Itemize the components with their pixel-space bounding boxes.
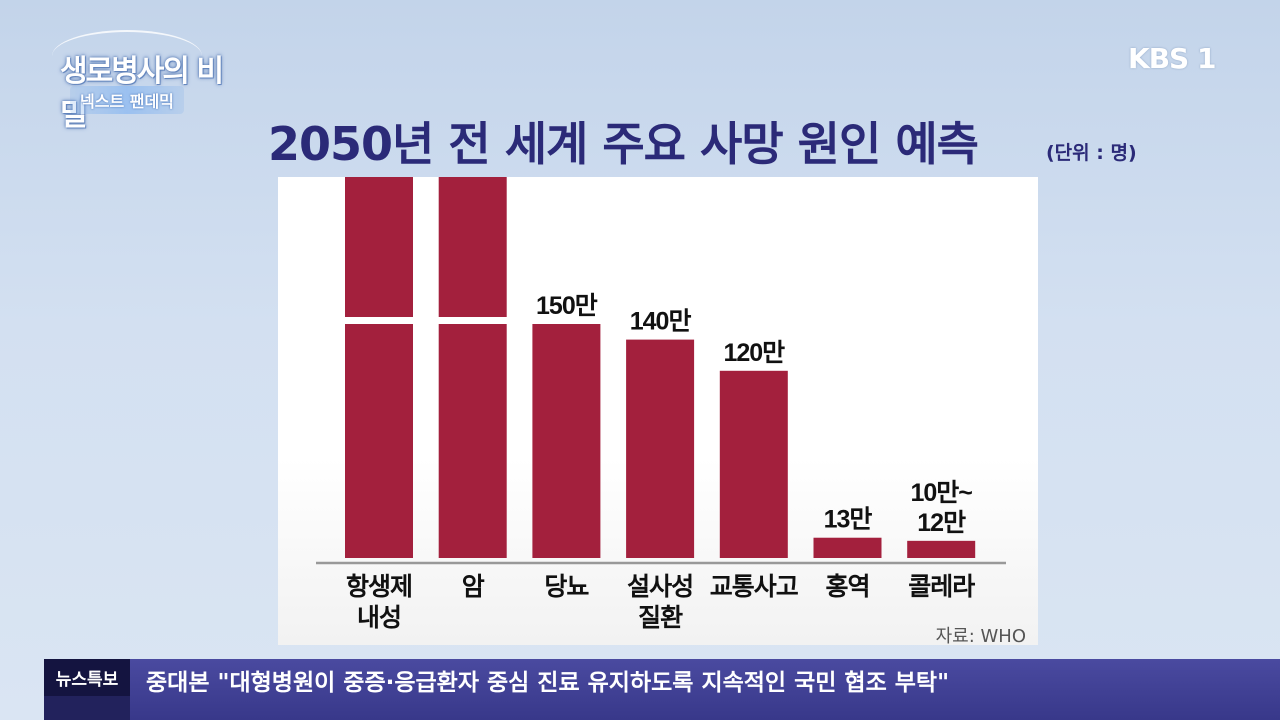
category-label: 항생제 내성 bbox=[346, 573, 412, 632]
logo-arc bbox=[52, 30, 202, 82]
category-label: 설사성 질환 bbox=[627, 573, 693, 632]
bar-upper-segment bbox=[345, 177, 413, 317]
news-ticker: 뉴스특보 중대본 "대형병원이 중증·응급환자 중심 진료 유지하도록 지속적인… bbox=[44, 659, 1280, 720]
unit-label: (단위 : 명) bbox=[1046, 142, 1137, 164]
bar-upper-segment bbox=[438, 177, 507, 317]
bar bbox=[626, 339, 695, 558]
ticker-label: 뉴스특보 bbox=[44, 659, 130, 696]
data-label: 150만 bbox=[536, 292, 598, 320]
category-label: 당뇨 bbox=[544, 573, 589, 601]
bar-lower-segment bbox=[345, 324, 413, 558]
bar bbox=[813, 537, 882, 558]
ticker-text: 중대본 "대형병원이 중증·응급환자 중심 진료 유지하도록 지속적인 국민 협… bbox=[146, 670, 950, 696]
program-subtitle: 넥스트 팬데믹 bbox=[70, 86, 184, 114]
category-label: 콜레라 bbox=[908, 573, 975, 601]
category-label: 암 bbox=[462, 573, 485, 601]
bar-lower-segment bbox=[438, 324, 507, 558]
data-label: 10만~ 12만 bbox=[910, 479, 972, 537]
bar bbox=[532, 324, 601, 558]
bar bbox=[907, 540, 976, 558]
chart-card: 1,000만항생제내성820만암150만당뇨140만설사성질환120만교통사고1… bbox=[278, 177, 1038, 645]
data-label: 140만 bbox=[630, 308, 692, 336]
chart-title: 2050년 전 세계 주요 사망 원인 예측 bbox=[268, 117, 979, 171]
data-label: 120만 bbox=[723, 339, 785, 367]
program-logo: 생로병사의 비밀 넥스트 팬데믹 bbox=[40, 24, 240, 133]
data-label: 13만 bbox=[824, 506, 873, 534]
category-label: 홍역 bbox=[825, 573, 869, 601]
source-label: 자료: WHO bbox=[935, 626, 1026, 647]
bar bbox=[719, 370, 788, 558]
broadcaster-logo: KBS 1 bbox=[1128, 42, 1216, 75]
bar-chart: 1,000만항생제내성820만암150만당뇨140만설사성질환120만교통사고1… bbox=[316, 177, 1006, 632]
ticker-label-tail bbox=[44, 696, 130, 720]
category-label: 교통사고 bbox=[710, 573, 799, 601]
